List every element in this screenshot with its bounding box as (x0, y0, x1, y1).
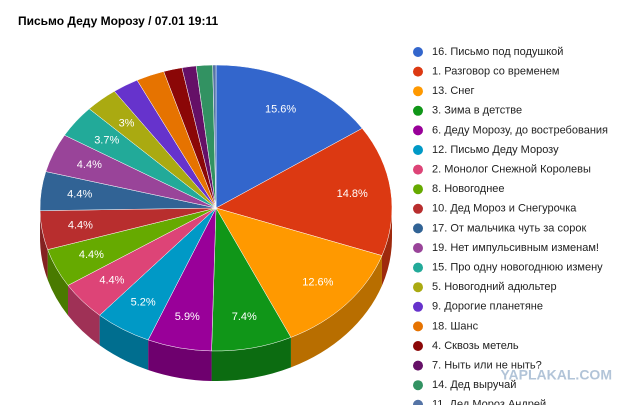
legend-marker (413, 301, 423, 312)
legend-label: 9. Дорогие планетяне (432, 301, 543, 313)
slice (215, 207, 383, 338)
legend-marker (413, 145, 423, 155)
legend-label: 15. Про одну новогоднюю измену (432, 262, 603, 274)
legend-label: 12. Письмо Деду Морозу (432, 144, 559, 156)
slice (212, 64, 217, 209)
legend-label: 10. Дед Мороз и Снегурочка (432, 203, 577, 215)
legend-label: 6. Деду Морозу, до востребования (432, 124, 608, 136)
legend-label: 8. Новогоднее (432, 183, 505, 195)
slice-side (211, 337, 291, 381)
slice-side (67, 285, 100, 346)
slice-side (40, 210, 48, 280)
data-label: 15.6% (265, 103, 296, 115)
legend-marker (413, 164, 423, 175)
legend-marker (413, 399, 423, 405)
data-label: 5.9% (175, 311, 200, 323)
legend-marker (413, 105, 423, 116)
legend-marker (413, 125, 423, 136)
data-label: 4.4% (79, 249, 104, 261)
legend-marker (413, 282, 423, 293)
data-label: 5.2% (131, 296, 156, 308)
legend-marker (413, 66, 423, 77)
legend-label: 5. Новогодний адюльтер (432, 281, 557, 293)
legend-label: 14. Дед выручай (432, 379, 516, 391)
legend-marker (413, 262, 423, 273)
data-label: 7.4% (232, 311, 257, 323)
legend-label: 7. Ныть или не ныть? (432, 360, 542, 372)
legend-label: 18. Шанс (432, 320, 479, 332)
data-label: 12.6% (302, 277, 333, 289)
data-label: 3% (119, 117, 135, 129)
chart-title: Письмо Деду Морозу / 07.01 19:11 (18, 14, 218, 28)
watermark: YAPLAKAL.COM (501, 367, 613, 383)
legend-marker (413, 380, 423, 391)
legend-label: 17. От мальчика чуть за сорок (432, 222, 586, 234)
slice (215, 64, 363, 209)
legend: 16. Письмо под подушкой 1. Разговор со вр… (413, 46, 608, 405)
legend-label: 13. Снег (432, 85, 475, 97)
legend-label: 16. Письмо под подушкой (432, 46, 563, 58)
legend-marker (413, 223, 423, 234)
slice-side (47, 249, 68, 316)
legend-label: 11. Дед Мороз Андрей (432, 399, 546, 405)
legend-label: 3. Зима в детстве (432, 105, 522, 117)
legend-marker (413, 86, 423, 97)
legend-label: 1. Разговор со временем (432, 66, 559, 78)
data-label: 4.4% (99, 275, 124, 287)
legend-label: 2. Монолог Снежной Королевы (432, 164, 591, 176)
slice (215, 128, 393, 256)
legend-label: 4. Сквозь метель (432, 340, 519, 352)
legend-marker (413, 243, 423, 253)
data-label: 4.4% (68, 219, 93, 231)
legend-label: 19. Нет импульсивным изменам! (432, 242, 599, 254)
data-label: 4.4% (67, 189, 92, 201)
legend-marker (413, 47, 423, 57)
legend-marker (413, 203, 423, 214)
data-label: 3.7% (94, 134, 119, 146)
slice-side (290, 255, 382, 368)
data-label: 4.4% (77, 159, 102, 171)
legend-marker (413, 321, 423, 332)
legend-marker (413, 341, 423, 351)
legend-marker (413, 184, 423, 195)
pie: 15.6% 14.8% 12.6% 7.4% 5.9% 5.2% 4.4% 4.4% 4.4% 4… (39, 64, 393, 381)
slice-side (381, 208, 392, 286)
legend-marker (413, 360, 423, 371)
slice-side (99, 315, 149, 370)
data-label: 14.8% (337, 188, 368, 200)
